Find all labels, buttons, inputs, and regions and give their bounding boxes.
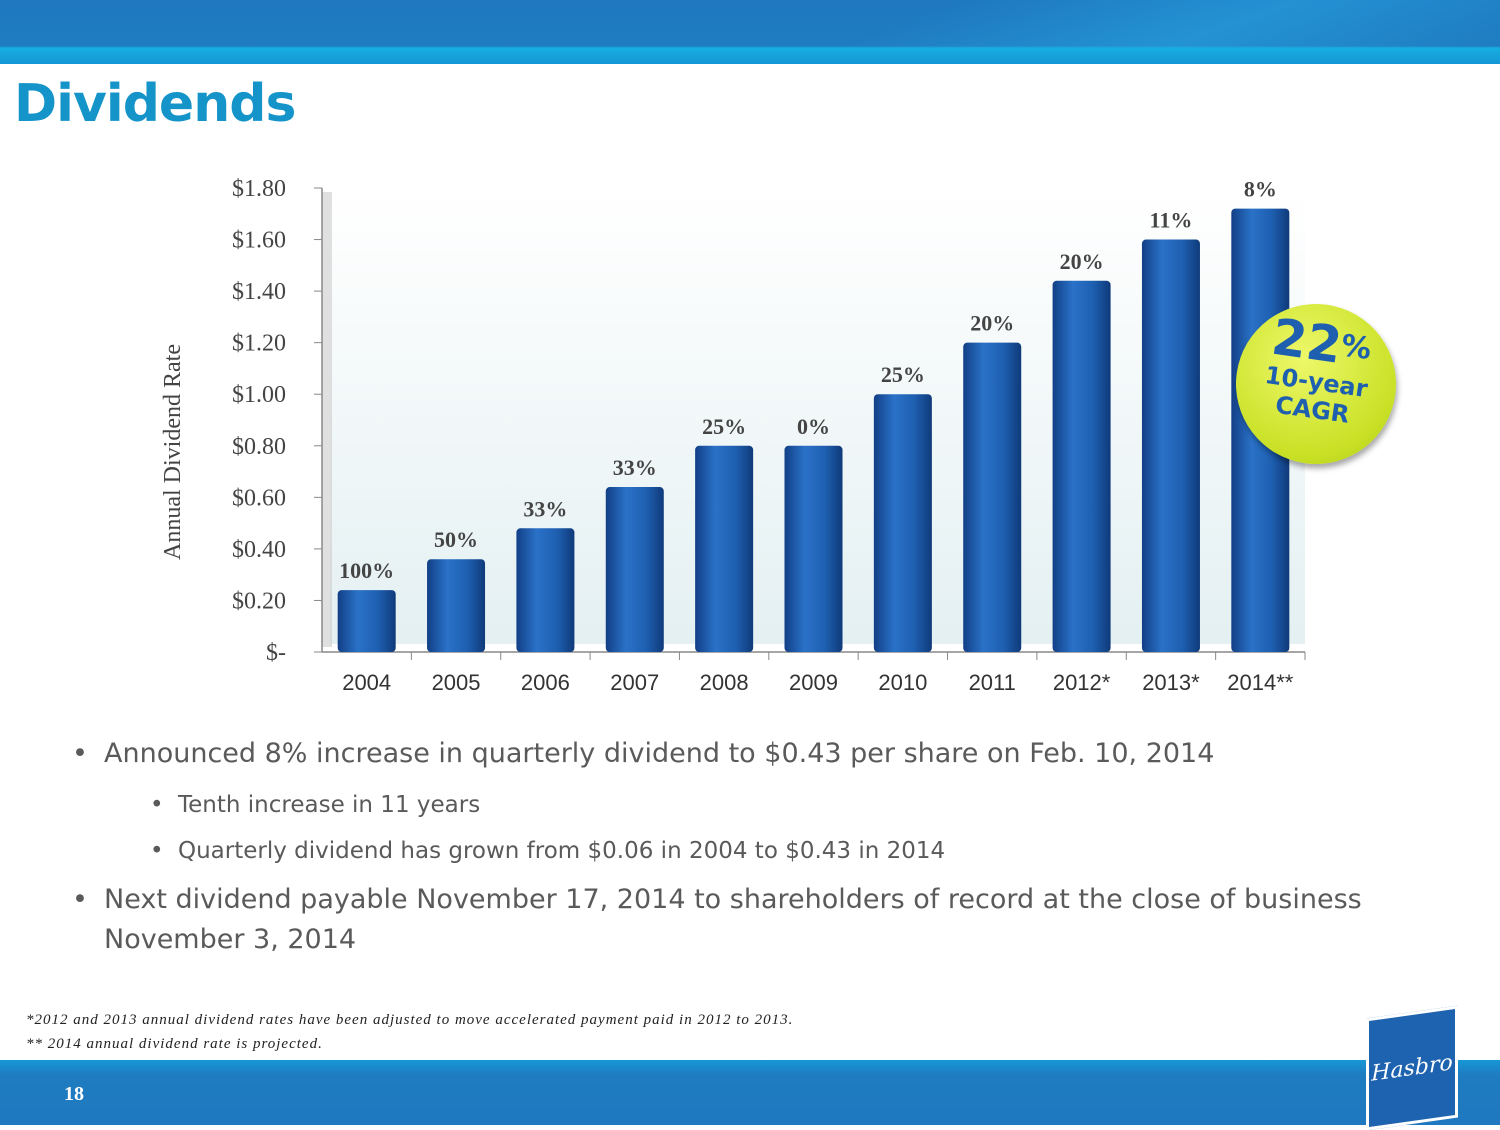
y-axis-label: Annual Dividend Rate: [160, 344, 186, 560]
bar-2004: [337, 590, 396, 652]
bullet-text: Announced 8% increase in quarterly divid…: [104, 738, 1215, 769]
y-tick-label: $1.00: [232, 382, 286, 408]
y-tick-label: $1.60: [232, 228, 286, 254]
bar-2005: [427, 559, 486, 652]
y-tick-label: $-: [266, 640, 286, 666]
x-tick-label: 2014**: [1227, 670, 1294, 695]
y-tick-label: $0.40: [232, 537, 286, 563]
footnote-1: *2012 and 2013 annual dividend rates hav…: [26, 1012, 794, 1028]
bullet-dot: •: [72, 884, 88, 915]
bullet-item: • Announced 8% increase in quarterly divi…: [72, 734, 1472, 774]
hasbro-logo: Hasbro: [1366, 1005, 1458, 1130]
y-tick-label: $1.20: [232, 331, 286, 357]
bullet-dot: •: [72, 738, 88, 769]
bullet-text: Quarterly dividend has grown from $0.06 …: [178, 838, 946, 864]
footer-banner: [0, 1060, 1500, 1125]
bullet-text: Tenth increase in 11 years: [178, 792, 481, 818]
footnote-2: ** 2014 annual dividend rate is projecte…: [26, 1036, 323, 1052]
data-label: 0%: [797, 414, 830, 439]
y-tick-label: $1.40: [232, 279, 286, 305]
x-tick-label: 2013*: [1142, 670, 1200, 695]
x-tick-label: 2006: [521, 670, 570, 695]
data-label: 20%: [1060, 249, 1104, 274]
data-label: 100%: [339, 558, 394, 583]
bar-2007: [605, 487, 664, 652]
data-label: 8%: [1244, 177, 1277, 202]
data-label: 33%: [523, 496, 567, 521]
bullet-text: Next dividend payable November 17, 2014 …: [104, 884, 1362, 955]
bar-2013: [1141, 239, 1200, 653]
bar-2009: [784, 445, 843, 652]
y-tick-label: $0.20: [232, 588, 286, 614]
axis-wall: [322, 192, 332, 647]
bullet-dot: •: [150, 792, 164, 818]
x-tick-label: 2004: [342, 670, 391, 695]
x-tick-label: 2012*: [1053, 670, 1111, 695]
page-number: 18: [64, 1083, 84, 1105]
data-label: 25%: [881, 362, 925, 387]
x-tick-label: 2010: [878, 670, 927, 695]
data-label: 20%: [970, 311, 1014, 336]
bullet-item: • Next dividend payable November 17, 2014…: [72, 880, 1472, 960]
data-label: 11%: [1150, 208, 1193, 233]
sub-bullet-item: • Quarterly dividend has grown from $0.06…: [72, 834, 1472, 868]
x-tick-label: 2011: [969, 670, 1016, 695]
bar-2011: [963, 342, 1022, 652]
sub-bullet-item: • Tenth increase in 11 years: [72, 788, 1472, 822]
bar-2010: [873, 394, 932, 652]
data-label: 33%: [613, 455, 657, 480]
y-tick-label: $0.80: [232, 434, 286, 460]
bullet-dot: •: [150, 838, 164, 864]
page-title: Dividends: [14, 74, 296, 134]
logo-text: Hasbro: [1371, 1049, 1453, 1087]
y-tick-label: $0.60: [232, 485, 286, 511]
bullet-list: • Announced 8% increase in quarterly divi…: [72, 734, 1472, 974]
data-label: 25%: [702, 414, 746, 439]
bar-2006: [516, 528, 575, 652]
x-tick-label: 2008: [700, 670, 749, 695]
header-banner: [0, 0, 1500, 64]
x-tick-label: 2007: [610, 670, 659, 695]
data-label: 50%: [434, 527, 478, 552]
bar-2008: [695, 445, 754, 652]
y-tick-label: $1.80: [232, 176, 286, 202]
cagr-percent-sign: %: [1338, 328, 1374, 368]
dividend-bar-chart: $- $0.20 $0.40 $0.60 $0.80 $1.00 $1.20 $1.40 $1.…: [160, 176, 1306, 695]
x-tick-label: 2005: [432, 670, 481, 695]
bar-2012: [1052, 280, 1111, 652]
x-tick-label: 2009: [789, 670, 838, 695]
